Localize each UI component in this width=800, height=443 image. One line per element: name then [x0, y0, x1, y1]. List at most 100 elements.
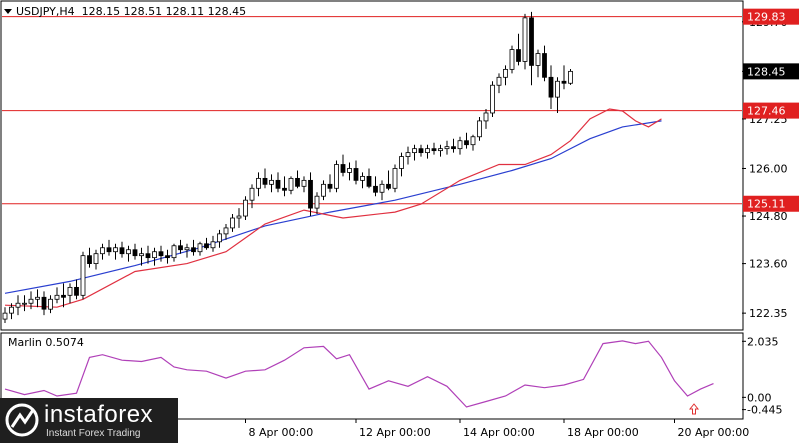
candle-body [301, 179, 307, 187]
collapse-triangle-icon[interactable] [4, 9, 12, 14]
candle-body [321, 183, 326, 197]
level-tag [743, 195, 799, 212]
candle-body [444, 146, 450, 150]
candle-body [535, 53, 541, 66]
candle-body [522, 17, 528, 62]
candle-body [555, 80, 560, 98]
candle-body [87, 255, 92, 265]
y-tick-label: 124.80 [749, 210, 788, 223]
y-tick-label: 122.35 [749, 307, 788, 320]
candle-body [210, 241, 216, 249]
osc-tick-label: -0.445 [747, 404, 782, 417]
candle-body [379, 183, 385, 193]
candle-body [561, 80, 567, 84]
osc-tick-label: 0.00 [747, 391, 772, 404]
level-tag-label: 125.11 [747, 198, 786, 211]
oscillator-panel-frame [0, 332, 744, 420]
candle-body [503, 68, 508, 78]
main-panel-frame [0, 0, 744, 331]
y-tick-label: 123.60 [749, 258, 788, 271]
candle-body [22, 302, 27, 305]
candle-body [470, 136, 476, 146]
candle-body [74, 286, 79, 296]
candle-body [139, 253, 144, 257]
osc-tick-label: 2.035 [747, 335, 779, 348]
candle-body [2, 312, 8, 320]
candle-body [548, 76, 554, 98]
logo-name: instaforex [44, 401, 154, 428]
candle-body [399, 156, 404, 169]
candle-body [256, 177, 261, 189]
candle-body [386, 183, 391, 189]
chart-header: USDJPY,H4 128.15 128.51 128.11 128.45 [4, 5, 246, 18]
candle-body [334, 164, 339, 189]
candle-body [275, 179, 281, 189]
instaforex-logo: instaforex Instant Forex Trading [0, 398, 178, 443]
candle-body [230, 217, 235, 229]
candle-body [483, 112, 489, 122]
candle-body [171, 245, 177, 259]
candle-body [145, 253, 151, 259]
candle-body [132, 249, 138, 257]
candle-body [28, 298, 34, 304]
candle-body [204, 243, 209, 249]
candle-body [100, 247, 105, 255]
candle-body [464, 140, 469, 146]
candle-body [15, 302, 21, 308]
candle-body [262, 177, 268, 185]
x-tick-label: 12 Apr 00:00 [359, 426, 431, 439]
candle-body [35, 296, 40, 300]
candle-body [113, 247, 118, 253]
logo-mark-icon [5, 403, 39, 437]
candle-body [41, 296, 47, 310]
candle-body [347, 168, 352, 173]
candle-body [353, 168, 359, 181]
candle-body [288, 177, 294, 191]
candle-body [126, 249, 131, 255]
current-price-tag [743, 63, 799, 80]
candle-body [197, 243, 203, 253]
candle-body [217, 233, 222, 243]
candle-body [438, 148, 443, 152]
candle-body [496, 76, 502, 86]
candle-body [542, 53, 547, 78]
candle-body [249, 187, 255, 201]
candle-body [269, 179, 274, 185]
candle-body [236, 215, 242, 219]
candle-body [9, 306, 14, 314]
candle-body [431, 148, 437, 152]
candle-body [490, 84, 495, 114]
candle-body [165, 255, 170, 259]
level-tag-label: 127.46 [747, 105, 786, 118]
candle-body [184, 247, 190, 251]
candle-body [568, 70, 573, 84]
candle-body [119, 247, 125, 255]
x-tick-label: 20 Apr 00:00 [678, 426, 750, 439]
oscillator-label: Marlin 0.5074 [8, 336, 84, 349]
candle-body [412, 148, 417, 154]
candle-body [451, 146, 456, 150]
candle-body [54, 294, 60, 300]
candle-body [327, 183, 333, 189]
candle-body [392, 168, 398, 189]
x-tick-label: 14 Apr 00:00 [463, 426, 535, 439]
level-tag [743, 102, 799, 119]
candle-body [178, 245, 183, 251]
candle-body [516, 49, 521, 62]
y-tick-label: 126.00 [749, 162, 788, 175]
up-arrow-icon [688, 403, 700, 415]
current-price-label: 128.45 [747, 65, 786, 78]
candle-body [373, 185, 378, 193]
candle-body [405, 152, 411, 157]
level-tag [743, 8, 799, 25]
candle-body [67, 286, 73, 296]
candle-body [360, 175, 365, 181]
candle-body [340, 164, 346, 173]
ma-blue-line [4, 120, 662, 294]
level-tag-label: 129.83 [747, 11, 786, 24]
x-tick-label: 18 Apr 00:00 [567, 426, 639, 439]
ma-red-line [4, 108, 662, 308]
candle-body [223, 227, 229, 235]
candle-body [282, 187, 287, 191]
